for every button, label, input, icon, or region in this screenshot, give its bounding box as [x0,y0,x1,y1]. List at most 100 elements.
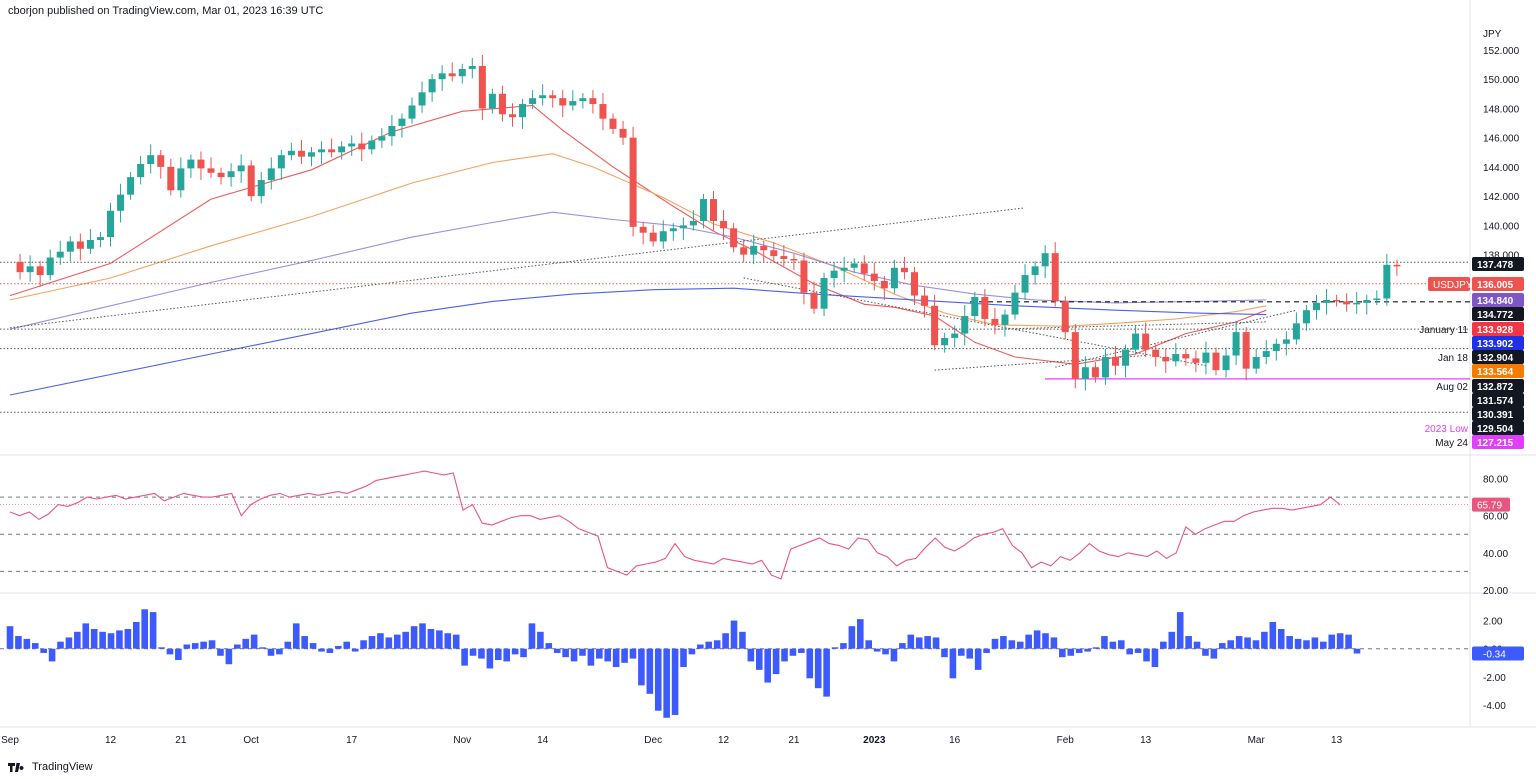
price-label: 136.005 [1477,280,1514,291]
momentum-bar [814,648,822,689]
candle-body [187,159,195,169]
candle-body [850,263,858,268]
candle-body [458,68,466,77]
momentum-bar [343,641,351,649]
momentum-bar [335,645,342,649]
momentum-bar [1294,638,1302,649]
tradingview-logo-icon [8,763,24,772]
candle-body [428,79,436,93]
candle-body [1292,323,1300,340]
x-tick-label: 12 [105,735,117,746]
momentum-bar [663,648,670,718]
momentum-bar [966,648,974,659]
momentum-bar [267,648,275,656]
momentum-bar [309,643,317,649]
candle-body [1272,343,1280,352]
x-tick-label: 2023 [863,735,886,746]
momentum-bar [798,648,805,653]
momentum-bar [250,634,258,649]
candle-body [880,280,888,289]
momentum-bar [183,644,191,649]
y-tick-label: 142.000 [1483,192,1520,203]
momentum-bar [974,648,982,670]
candle-body [1011,292,1019,315]
momentum-bar [705,641,713,649]
momentum-bar [402,631,409,649]
momentum-bar [259,647,266,649]
candle-body [800,260,808,293]
momentum-bar [141,609,148,649]
candle-body [297,150,305,157]
candle-body [830,270,838,279]
candle-body [659,231,667,242]
momentum-bar [292,623,300,649]
momentum-bar [234,644,241,649]
candle-body [971,297,979,317]
price-label-bg [1472,393,1524,407]
price-label-bg [1472,307,1524,321]
rsi-label-bg [1472,497,1510,512]
momentum-bar [941,648,948,658]
candle-body [1333,299,1341,302]
candle-body [26,266,34,273]
candle-body [1071,332,1079,379]
price-label: 132.904 [1477,353,1514,364]
momentum-bar [1328,634,1336,649]
candle-body [1192,358,1200,363]
price-label: 134.840 [1477,296,1514,307]
momentum-tick-label: 2.00 [1483,617,1503,628]
candle-body [1262,351,1270,357]
y-tick-label: 148.000 [1483,104,1520,115]
candle-body [1242,332,1250,369]
candle-body [619,128,627,138]
candle-body [227,171,235,178]
momentum-bar [57,641,64,649]
momentum-bar [217,648,224,656]
ema50-line [9,153,1267,327]
momentum-tick-label: -2.00 [1483,673,1506,684]
candle-body [1302,310,1310,324]
momentum-bar [1336,633,1344,649]
candle-body [1041,253,1049,267]
candle-body [1182,354,1190,359]
momentum-bar [882,648,889,655]
momentum-bar [612,648,620,668]
x-tick-label: 21 [175,735,187,746]
candle-body [790,259,798,261]
candle-body [76,241,84,249]
candle-body [478,66,486,109]
candle-body [649,232,657,242]
y-tick-label: 138.000 [1483,251,1520,262]
momentum-bar [15,636,22,649]
level-caption: May 24 [1435,438,1468,449]
momentum-bar [873,648,881,652]
candle-body [981,297,989,319]
momentum-tick-label: -4.00 [1483,701,1506,712]
momentum-bar [983,648,990,653]
candle-body [287,150,295,156]
y-tick-label: 152.000 [1483,46,1520,57]
price-label-bg [1472,407,1524,421]
price-label-bg [1472,277,1524,291]
price-label: 133.928 [1477,325,1514,336]
price-label: 131.574 [1477,396,1514,407]
momentum-bar [789,648,797,656]
candle-body [358,143,366,150]
candle-body [1212,352,1220,371]
momentum-bar [65,637,73,649]
momentum-bar [1311,637,1319,649]
momentum-bar [654,648,662,711]
candle-body [1282,339,1290,344]
momentum-bar [225,648,233,665]
footer-brand: TradingView [32,761,93,773]
candle-body [699,199,707,221]
candle-body [1132,333,1140,350]
trendline [9,207,1026,329]
x-tick-label: Oct [243,735,259,746]
level-caption: January 11 [1419,325,1468,336]
x-tick-label: 14 [537,735,549,746]
candle-body [237,165,245,172]
x-tick-label: 17 [346,735,358,746]
y-tick-label: 140.000 [1483,221,1520,232]
